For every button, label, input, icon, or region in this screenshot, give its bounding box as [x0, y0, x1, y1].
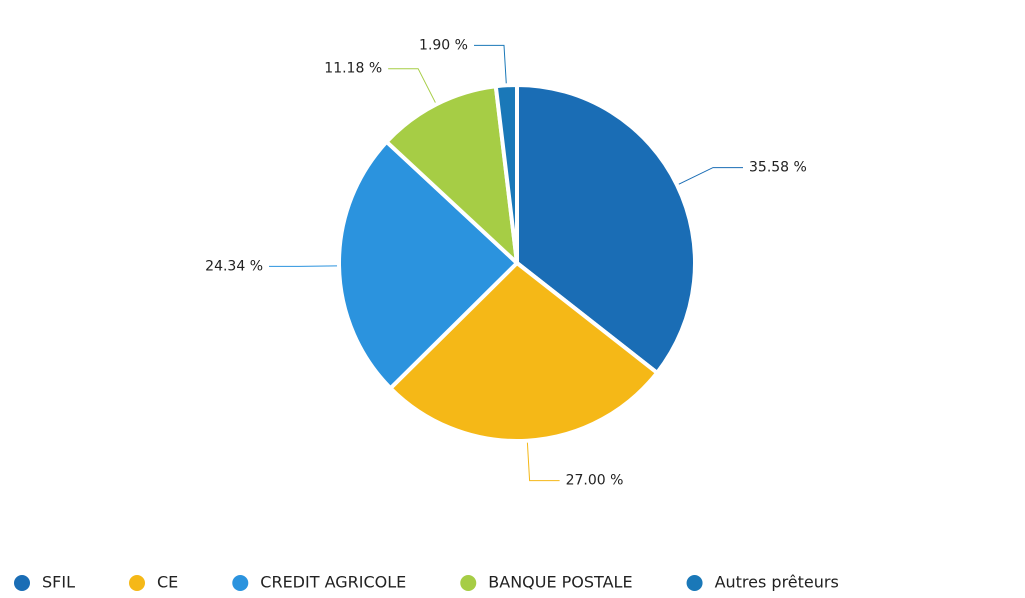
- legend-label: SFIL: [42, 573, 75, 592]
- pie-slice: [515, 83, 697, 375]
- leader-line: [473, 44, 507, 84]
- legend-label: CREDIT AGRICOLE: [260, 573, 406, 592]
- data-label: 1.90 %: [419, 37, 468, 53]
- leader-line: [526, 442, 560, 482]
- leader-line: [678, 167, 744, 185]
- pie-slice: [384, 84, 519, 265]
- legend-marker: [129, 575, 145, 591]
- pie-slice: [388, 261, 660, 443]
- data-label: 35.58 %: [749, 160, 807, 176]
- legend-marker: [686, 575, 703, 591]
- pie-slice: [493, 83, 519, 265]
- data-label: 24.34 %: [205, 258, 263, 274]
- data-label: 11.18 %: [324, 61, 382, 77]
- legend-marker: [460, 575, 477, 591]
- legend-marker: [14, 575, 30, 591]
- legend-label: CE: [157, 573, 178, 592]
- legend-label: BANQUE POSTALE: [488, 573, 632, 592]
- pie-slice: [337, 139, 519, 391]
- legend-label: Autres prêteurs: [715, 573, 839, 592]
- leader-line: [388, 68, 436, 103]
- leader-line: [269, 265, 338, 267]
- data-label: 27.00 %: [566, 473, 624, 489]
- legend-marker: [232, 575, 249, 591]
